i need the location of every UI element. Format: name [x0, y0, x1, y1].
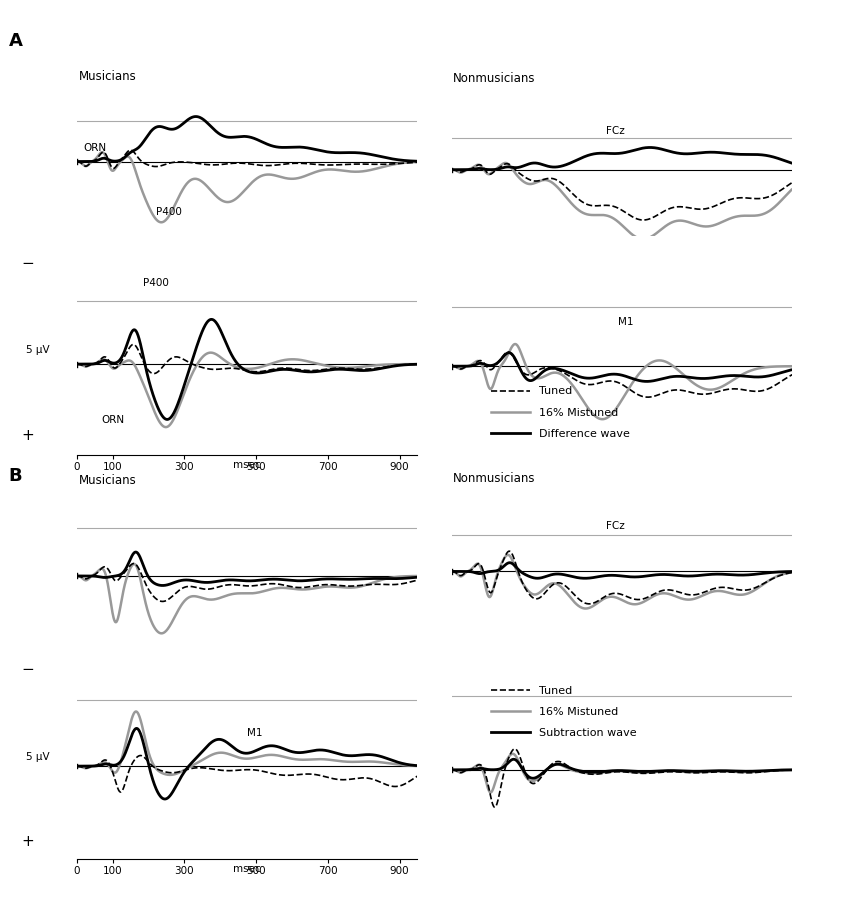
Text: 5 μV: 5 μV — [26, 752, 49, 763]
Text: +: + — [21, 834, 34, 849]
Text: B: B — [9, 467, 22, 485]
Text: Musicians: Musicians — [78, 474, 136, 487]
Text: Nonmusicians: Nonmusicians — [453, 472, 536, 484]
Text: FCz: FCz — [606, 521, 625, 532]
Legend: Tuned, 16% Mistuned, Difference wave: Tuned, 16% Mistuned, Difference wave — [487, 382, 635, 444]
Text: ORN: ORN — [101, 414, 125, 424]
Text: P400: P400 — [156, 207, 181, 217]
Text: −: − — [21, 256, 34, 270]
X-axis label: msec: msec — [233, 460, 261, 470]
Text: ORN: ORN — [83, 143, 106, 153]
Text: +: + — [21, 428, 34, 443]
Text: P400: P400 — [143, 278, 169, 288]
Text: 5 μV: 5 μV — [26, 345, 49, 356]
Text: Musicians: Musicians — [78, 71, 136, 83]
Text: −: − — [21, 662, 34, 677]
X-axis label: msec: msec — [233, 863, 261, 873]
Text: Nonmusicians: Nonmusicians — [453, 72, 536, 84]
Legend: Tuned, 16% Mistuned, Subtraction wave: Tuned, 16% Mistuned, Subtraction wave — [487, 681, 642, 743]
Text: FCz: FCz — [606, 126, 625, 136]
Text: M1: M1 — [247, 728, 262, 738]
Text: A: A — [9, 32, 22, 50]
Text: M1: M1 — [619, 317, 634, 327]
